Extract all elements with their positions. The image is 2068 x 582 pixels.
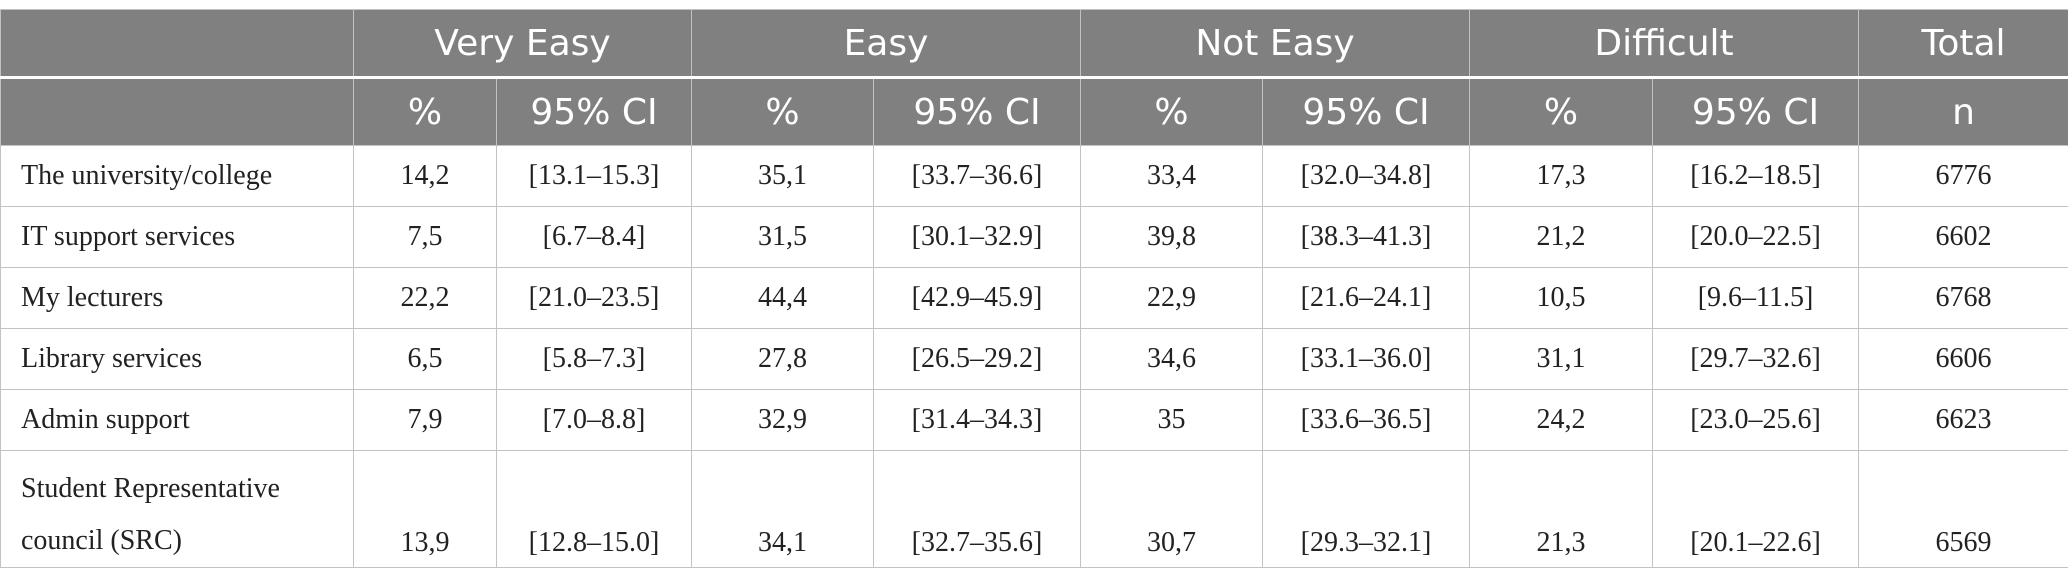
table-body: The university/college 14,2 [13.1–15.3] … — [0, 145, 2068, 568]
table-cell: [16.2–18.5] — [1652, 145, 1860, 207]
group-header-total: Total — [1858, 9, 2068, 79]
group-header-easy: Easy — [691, 9, 1081, 79]
table-cell: 24,2 — [1469, 389, 1654, 451]
table-cell: 6606 — [1858, 328, 2068, 390]
table-cell: 21,3 — [1469, 450, 1654, 568]
table-cell: 22,2 — [353, 267, 497, 329]
table-cell: [26.5–29.2] — [873, 328, 1081, 390]
table-cell: [23.0–25.6] — [1652, 389, 1860, 451]
row-label: The university/college — [0, 145, 354, 207]
table-cell: 13,9 — [353, 450, 497, 568]
table-cell: 7,5 — [353, 206, 497, 268]
table-header: Very Easy Easy Not Easy Difficult Total … — [0, 9, 2068, 146]
table-cell: 21,2 — [1469, 206, 1654, 268]
table-cell: [33.6–36.5] — [1261, 389, 1471, 451]
table-cell: [20.0–22.5] — [1652, 206, 1860, 268]
table-cell: 27,8 — [691, 328, 874, 390]
table-cell: 6569 — [1858, 450, 2068, 568]
table-row: IT support services 7,5 [6.7–8.4] 31,5 [… — [0, 206, 2068, 268]
table-row: Student Representative council (SRC) 13,… — [0, 450, 2068, 568]
table-cell: [31.4–34.3] — [873, 389, 1081, 451]
table-cell: [7.0–8.8] — [496, 389, 692, 451]
table-row: Library services 6,5 [5.8–7.3] 27,8 [26.… — [0, 328, 2068, 390]
table-cell: [29.3–32.1] — [1261, 450, 1471, 568]
table-cell: 30,7 — [1080, 450, 1263, 568]
row-label: Student Representative council (SRC) — [0, 450, 354, 568]
table-cell: [30.1–32.9] — [873, 206, 1081, 268]
group-header-very-easy: Very Easy — [353, 9, 692, 79]
table-cell: 35 — [1080, 389, 1263, 451]
sub-header-cell: 95% CI — [1261, 77, 1471, 146]
table-cell: [13.1–15.3] — [496, 145, 692, 207]
table-cell: [42.9–45.9] — [873, 267, 1081, 329]
table-cell: 44,4 — [691, 267, 874, 329]
table-row: Admin support 7,9 [7.0–8.8] 32,9 [31.4–3… — [0, 389, 2068, 451]
sub-header-cell: 95% CI — [496, 77, 692, 146]
table-cell: 34,1 — [691, 450, 874, 568]
sub-header-cell: 95% CI — [873, 77, 1081, 146]
table-cell: 10,5 — [1469, 267, 1654, 329]
table-row: The university/college 14,2 [13.1–15.3] … — [0, 145, 2068, 207]
corner-cell — [0, 9, 354, 79]
table-cell: [12.8–15.0] — [496, 450, 692, 568]
group-header-row: Very Easy Easy Not Easy Difficult Total — [0, 9, 2068, 79]
table-cell: 33,4 — [1080, 145, 1263, 207]
table-cell: 6602 — [1858, 206, 2068, 268]
results-table: Very Easy Easy Not Easy Difficult Total … — [0, 9, 2068, 568]
table-cell: [21.0–23.5] — [496, 267, 692, 329]
table-cell: 17,3 — [1469, 145, 1654, 207]
table-cell: [5.8–7.3] — [496, 328, 692, 390]
table-row: My lecturers 22,2 [21.0–23.5] 44,4 [42.9… — [0, 267, 2068, 329]
table-cell: [21.6–24.1] — [1261, 267, 1471, 329]
table-cell: [32.7–35.6] — [873, 450, 1081, 568]
table-cell: [32.0–34.8] — [1261, 145, 1471, 207]
table-cell: [20.1–22.6] — [1652, 450, 1860, 568]
group-header-difficult: Difficult — [1469, 9, 1860, 79]
row-label: My lecturers — [0, 267, 354, 329]
table-cell: 6776 — [1858, 145, 2068, 207]
table-cell: 35,1 — [691, 145, 874, 207]
sub-header-cell: % — [1080, 77, 1263, 146]
table-cell: 31,1 — [1469, 328, 1654, 390]
table-cell: 14,2 — [353, 145, 497, 207]
table-cell: 22,9 — [1080, 267, 1263, 329]
table-cell: 39,8 — [1080, 206, 1263, 268]
table-cell: 32,9 — [691, 389, 874, 451]
corner-cell-lower — [0, 77, 354, 146]
table-cell: [33.7–36.6] — [873, 145, 1081, 207]
sub-header-cell: % — [1469, 77, 1654, 146]
table-cell: [33.1–36.0] — [1261, 328, 1471, 390]
table-cell: [9.6–11.5] — [1652, 267, 1860, 329]
row-label: Library services — [0, 328, 354, 390]
sub-header-row: % 95% CI % 95% CI % 95% CI % 95% CI n — [0, 77, 2068, 146]
table-cell: 6,5 — [353, 328, 497, 390]
sub-header-cell: % — [691, 77, 874, 146]
table-cell: [38.3–41.3] — [1261, 206, 1471, 268]
sub-header-cell: 95% CI — [1652, 77, 1860, 146]
table-cell: 34,6 — [1080, 328, 1263, 390]
table-cell: 7,9 — [353, 389, 497, 451]
sub-header-cell: % — [353, 77, 497, 146]
sub-header-cell: n — [1858, 77, 2068, 146]
table-cell: 6623 — [1858, 389, 2068, 451]
table-cell: [6.7–8.4] — [496, 206, 692, 268]
table-cell: [29.7–32.6] — [1652, 328, 1860, 390]
group-header-not-easy: Not Easy — [1079, 9, 1471, 79]
row-label: IT support services — [0, 206, 354, 268]
row-label: Admin support — [0, 389, 354, 451]
table-cell: 6768 — [1858, 267, 2068, 329]
table-cell: 31,5 — [691, 206, 874, 268]
